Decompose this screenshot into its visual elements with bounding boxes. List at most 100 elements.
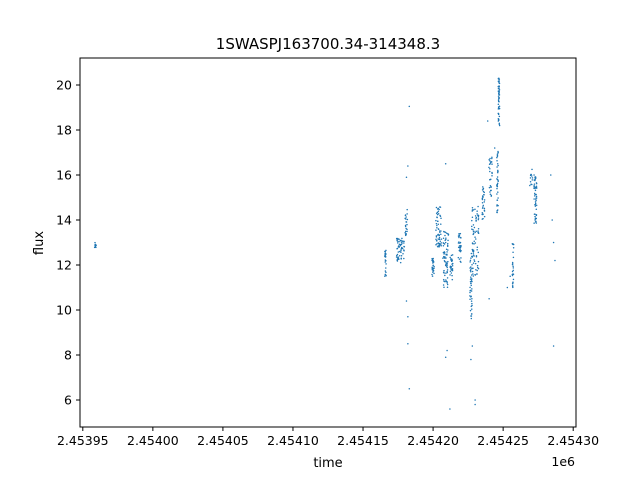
data-point [473,226,476,229]
data-point [445,248,448,251]
data-point [534,205,537,207]
data-point [497,118,500,120]
data-point [551,219,553,221]
data-point [437,233,439,236]
data-point [457,246,460,249]
data-point [496,163,499,165]
data-point [498,88,501,91]
data-point [476,210,478,212]
data-point [470,284,472,287]
data-point [436,208,439,210]
data-point [477,231,479,233]
data-point [496,160,498,162]
data-point [476,266,479,269]
data-point [472,228,474,231]
data-point [497,151,499,154]
data-point [405,227,407,230]
data-point [440,244,442,247]
y-tick-label: 18 [56,123,72,138]
data-point [384,253,387,255]
data-point [406,208,408,211]
data-point [496,193,498,195]
data-point [477,214,479,217]
data-point [470,358,472,361]
data-point [483,199,486,201]
data-point [489,189,492,192]
data-point [402,253,404,255]
data-point [477,267,480,270]
data-point [534,179,536,182]
data-point [512,251,514,254]
data-point [475,256,478,258]
data-point [552,241,555,244]
data-point [496,187,498,190]
data-point [400,254,403,257]
data-point [444,234,446,237]
data-point [469,298,471,301]
data-point [477,230,479,232]
data-point [533,195,536,197]
data-point [443,280,445,282]
data-point [497,77,500,80]
data-point [442,244,445,247]
data-point [384,275,386,277]
data-point [446,271,449,274]
x-tick-label: 2.45400 [127,433,179,448]
data-point [491,172,493,175]
data-point [446,286,449,288]
data-point [438,230,441,232]
data-point [471,270,474,273]
data-point [512,243,515,246]
data-point [460,261,462,263]
data-point [442,237,445,239]
data-point [470,266,472,268]
data-point [400,243,403,246]
data-point [491,163,493,165]
data-point [498,122,501,124]
data-point [531,175,533,177]
data-point [435,236,438,238]
data-point [435,243,437,246]
data-point [438,208,440,211]
data-point [474,215,477,217]
data-point [489,178,491,181]
data-point [405,221,407,223]
data-point [471,225,473,228]
data-point [498,115,501,118]
data-point [477,205,479,208]
data-point [442,271,445,273]
data-point [404,214,407,216]
data-point [385,263,387,265]
data-point [512,269,514,272]
data-point [469,309,472,312]
data-point [400,251,402,254]
data-point [535,222,538,224]
data-point [439,240,442,243]
data-point [531,168,533,171]
data-point [446,283,449,286]
data-point [406,230,408,233]
data-point [435,206,438,209]
data-point [535,199,537,202]
data-point [475,216,478,219]
data-point [403,257,405,260]
data-point [470,296,472,298]
data-point [470,269,472,271]
data-point [497,180,499,183]
data-point [407,165,409,167]
data-point [482,204,485,207]
data-point [436,216,438,218]
data-point [529,184,531,187]
data-point [396,239,398,242]
data-point [451,262,454,265]
data-point [405,300,408,302]
data-point [481,189,484,191]
data-point [447,249,449,251]
data-point [554,259,556,262]
data-point [403,242,405,244]
data-point [483,191,486,194]
data-point [482,195,484,198]
data-point [405,216,407,218]
data-point [396,237,399,240]
data-point [533,213,536,215]
